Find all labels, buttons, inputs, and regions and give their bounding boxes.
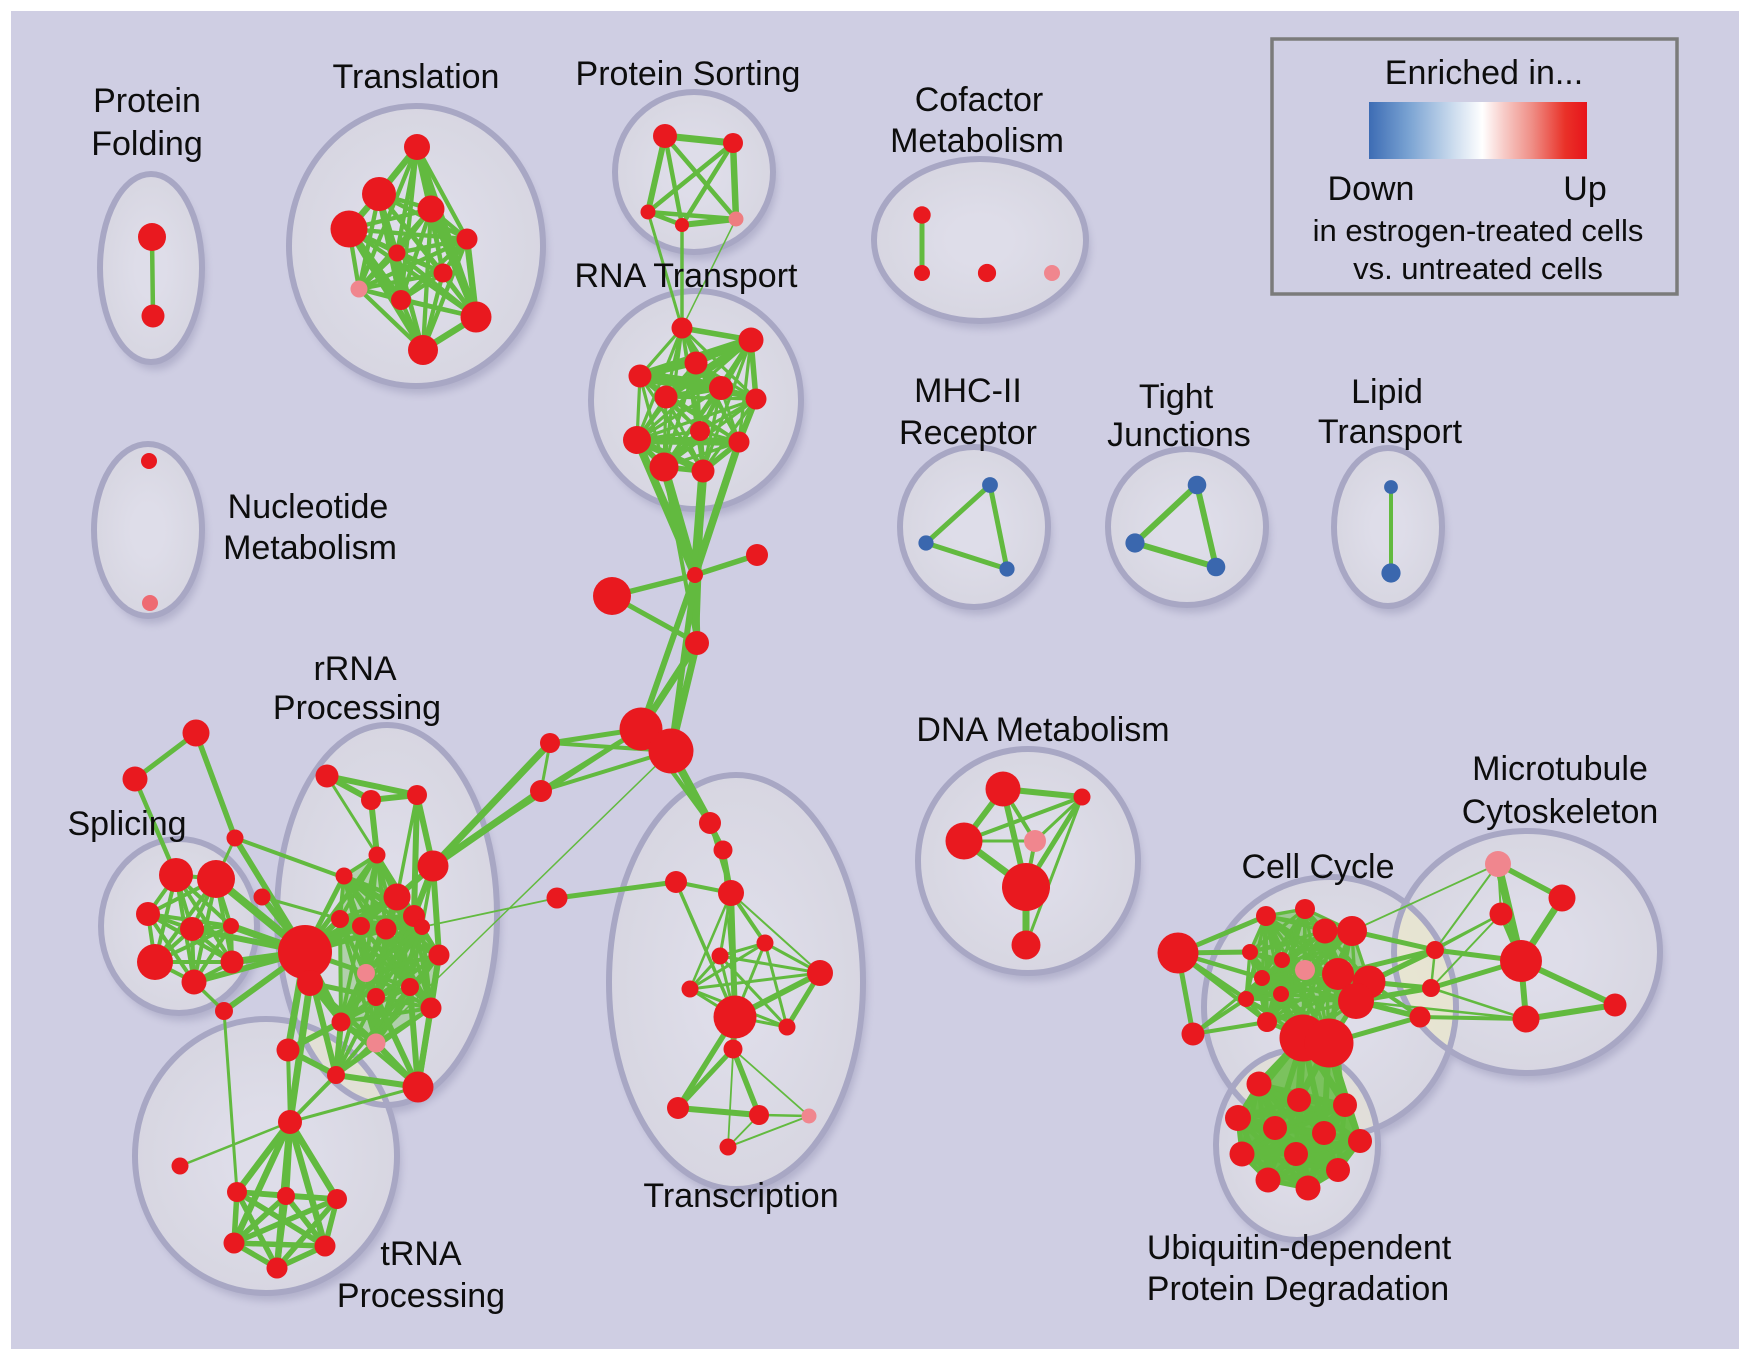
svg-text:Processing: Processing xyxy=(337,1277,505,1315)
svg-text:Protein Degradation: Protein Degradation xyxy=(1147,1270,1449,1308)
svg-text:Cell Cycle: Cell Cycle xyxy=(1241,848,1394,886)
svg-text:Metabolism: Metabolism xyxy=(890,122,1064,160)
svg-text:Cofactor: Cofactor xyxy=(915,81,1044,119)
svg-text:Protein Sorting: Protein Sorting xyxy=(576,55,801,93)
svg-text:rRNA: rRNA xyxy=(313,650,396,688)
svg-text:Transport: Transport xyxy=(1318,413,1463,451)
svg-text:Down: Down xyxy=(1328,170,1415,208)
svg-text:Receptor: Receptor xyxy=(899,414,1037,452)
svg-text:RNA Transport: RNA Transport xyxy=(575,257,799,295)
svg-text:Lipid: Lipid xyxy=(1351,373,1423,411)
svg-text:tRNA: tRNA xyxy=(380,1235,462,1273)
svg-text:Microtubule: Microtubule xyxy=(1472,750,1648,788)
svg-text:Folding: Folding xyxy=(91,125,203,163)
svg-text:Splicing: Splicing xyxy=(67,805,186,843)
svg-text:DNA Metabolism: DNA Metabolism xyxy=(916,711,1169,749)
svg-text:Enriched in...: Enriched in... xyxy=(1385,54,1583,92)
svg-text:vs. untreated cells: vs. untreated cells xyxy=(1353,251,1603,286)
svg-text:Transcription: Transcription xyxy=(643,1177,838,1215)
svg-text:Up: Up xyxy=(1563,170,1606,208)
svg-text:Tight: Tight xyxy=(1139,378,1214,416)
svg-text:Translation: Translation xyxy=(333,58,500,96)
svg-text:Junctions: Junctions xyxy=(1107,416,1251,454)
svg-text:Nucleotide: Nucleotide xyxy=(228,488,389,526)
svg-text:MHC-II: MHC-II xyxy=(914,372,1022,410)
svg-text:Metabolism: Metabolism xyxy=(223,529,397,567)
svg-text:Processing: Processing xyxy=(273,689,441,727)
svg-text:Protein: Protein xyxy=(93,82,201,120)
svg-text:Ubiquitin-dependent: Ubiquitin-dependent xyxy=(1147,1229,1452,1267)
svg-text:in estrogen-treated cells: in estrogen-treated cells xyxy=(1313,213,1644,248)
svg-text:Cytoskeleton: Cytoskeleton xyxy=(1462,793,1659,831)
